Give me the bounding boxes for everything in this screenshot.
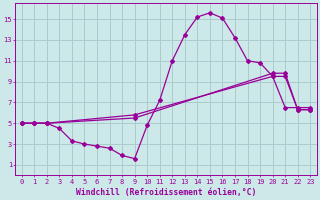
X-axis label: Windchill (Refroidissement éolien,°C): Windchill (Refroidissement éolien,°C) [76, 188, 256, 197]
